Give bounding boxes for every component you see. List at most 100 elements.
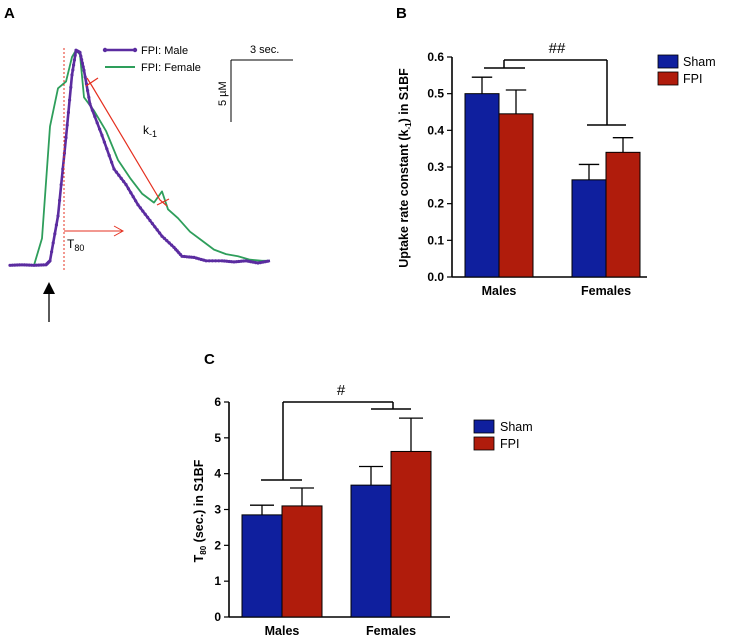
panel-c-legend-fpi-swatch bbox=[473, 436, 495, 451]
series-marker-male bbox=[22, 263, 26, 267]
series-marker-male bbox=[232, 260, 236, 264]
series-marker-male bbox=[56, 214, 60, 218]
series-marker-male bbox=[82, 68, 86, 72]
series-marker-male bbox=[217, 259, 221, 263]
series-marker-male bbox=[32, 263, 36, 267]
panel-c-y-tick-label: 1 bbox=[214, 574, 221, 588]
series-marker-male bbox=[58, 198, 62, 202]
series-marker-male bbox=[54, 223, 59, 227]
series-marker-male bbox=[162, 236, 166, 240]
panel-c-bar-fpi-males bbox=[281, 505, 323, 618]
panel-label-a: A bbox=[4, 5, 15, 22]
series-marker-male bbox=[98, 127, 102, 131]
series-marker-male bbox=[124, 183, 128, 187]
series-marker-male bbox=[53, 232, 57, 236]
series-marker-male bbox=[73, 53, 77, 57]
panel-c-y-tick-label: 2 bbox=[214, 538, 221, 552]
series-marker-male bbox=[256, 261, 260, 265]
panel-b-bar-fpi-males bbox=[498, 113, 534, 278]
panel-c-bars bbox=[241, 417, 432, 618]
panel-b-bars bbox=[464, 76, 641, 278]
panel-label-c: C bbox=[204, 351, 215, 368]
panel-c-significance-bracket bbox=[261, 401, 411, 481]
series-marker-male bbox=[64, 136, 68, 140]
series-marker-male bbox=[90, 108, 94, 112]
series-marker-male bbox=[182, 254, 186, 259]
series-marker-male bbox=[79, 54, 83, 58]
series-marker-male bbox=[65, 123, 69, 127]
series-marker-male bbox=[153, 225, 157, 229]
series-marker-male bbox=[50, 250, 54, 254]
series-marker-male bbox=[141, 209, 145, 213]
series-marker-male bbox=[234, 260, 238, 264]
series-marker-male bbox=[242, 259, 246, 263]
series-marker-male bbox=[66, 110, 70, 115]
series-marker-male bbox=[69, 85, 73, 89]
panel-c-y-tick-label: 6 bbox=[214, 395, 221, 409]
panel-b-significance: ## bbox=[549, 40, 566, 57]
series-marker-male bbox=[251, 260, 255, 264]
panel-c-legend-sham-swatch bbox=[473, 419, 495, 434]
panel-b-legend-sham-swatch bbox=[657, 54, 679, 69]
panel-c-y-tick-label: 4 bbox=[214, 467, 221, 481]
panel-b-axes: 0.0 0.1 0.2 0.3 0.4 0.5 0.6 Males Females bbox=[427, 50, 647, 298]
series-marker-male bbox=[160, 234, 164, 238]
panel-b-category-label: Females bbox=[581, 284, 631, 298]
k-label: k bbox=[143, 123, 150, 137]
series-marker-male bbox=[230, 260, 234, 264]
series-marker-male bbox=[87, 95, 91, 99]
series-marker-male bbox=[114, 170, 118, 174]
series-marker-male bbox=[158, 231, 162, 235]
series-marker-male bbox=[199, 257, 203, 262]
series-marker-male bbox=[83, 75, 87, 79]
panel-b-ylabel-pre: Uptake rate constant (k bbox=[397, 129, 411, 267]
series-marker-male bbox=[214, 259, 218, 263]
series-marker-male bbox=[39, 263, 43, 267]
series-marker-male bbox=[102, 140, 106, 144]
series-marker-male bbox=[210, 259, 214, 263]
series-marker-male bbox=[249, 260, 253, 264]
series-marker-male bbox=[167, 241, 171, 245]
series-marker-male bbox=[254, 261, 258, 265]
series-marker-male bbox=[25, 263, 29, 267]
series-marker-male bbox=[15, 263, 19, 267]
t80-annotation: T80 bbox=[67, 237, 84, 253]
panel-b-y-tick-label: 0.1 bbox=[427, 233, 444, 247]
panel-c-bar-chart: 0 1 2 3 4 5 6 Males Females T80 (sec.) in S1BF #… bbox=[192, 382, 533, 637]
panel-c-significance: # bbox=[337, 382, 346, 399]
series-marker-male bbox=[10, 263, 14, 267]
panel-a-series bbox=[8, 48, 271, 267]
panel-b-bar-fpi-females bbox=[605, 151, 641, 278]
series-marker-male bbox=[117, 173, 121, 177]
series-marker-male bbox=[80, 58, 84, 62]
series-marker-male bbox=[122, 179, 126, 184]
series-marker-male bbox=[72, 63, 76, 67]
series-marker-male bbox=[59, 183, 63, 187]
panel-c-legend-fpi-label: FPI bbox=[500, 437, 519, 451]
series-marker-male bbox=[129, 191, 133, 195]
series-marker-male bbox=[237, 259, 241, 264]
series-marker-male bbox=[8, 263, 12, 267]
panel-b-y-tick-label: 0.4 bbox=[427, 123, 444, 137]
series-marker-male bbox=[18, 263, 22, 267]
panel-b-y-tick-label: 0.2 bbox=[427, 197, 444, 211]
panel-c-ylabel-sub: 80 bbox=[199, 545, 208, 554]
series-marker-male bbox=[244, 259, 248, 263]
k-annotation: k-1 bbox=[143, 123, 157, 139]
panel-b-legend-fpi-swatch bbox=[657, 71, 679, 86]
series-marker-male bbox=[80, 61, 84, 65]
panel-a-trace-plot: T80 k-1 FPI: Male FPI: Female 3 sec. 5 µ… bbox=[8, 44, 293, 322]
panel-b-legend-fpi-label: FPI bbox=[683, 72, 702, 86]
panel-b-ylabel: Uptake rate constant (k-1) in S1BF bbox=[397, 68, 413, 268]
series-marker-male bbox=[88, 102, 92, 106]
series-marker-male bbox=[227, 259, 231, 264]
series-marker-male bbox=[68, 98, 72, 102]
series-marker-male bbox=[263, 260, 267, 264]
series-marker-male bbox=[78, 50, 82, 55]
panel-label-b: B bbox=[396, 5, 407, 22]
series-marker-male bbox=[187, 255, 191, 259]
panel-c-y-tick-label: 5 bbox=[214, 431, 221, 445]
series-marker-male bbox=[37, 263, 41, 267]
series-marker-male bbox=[204, 259, 208, 263]
